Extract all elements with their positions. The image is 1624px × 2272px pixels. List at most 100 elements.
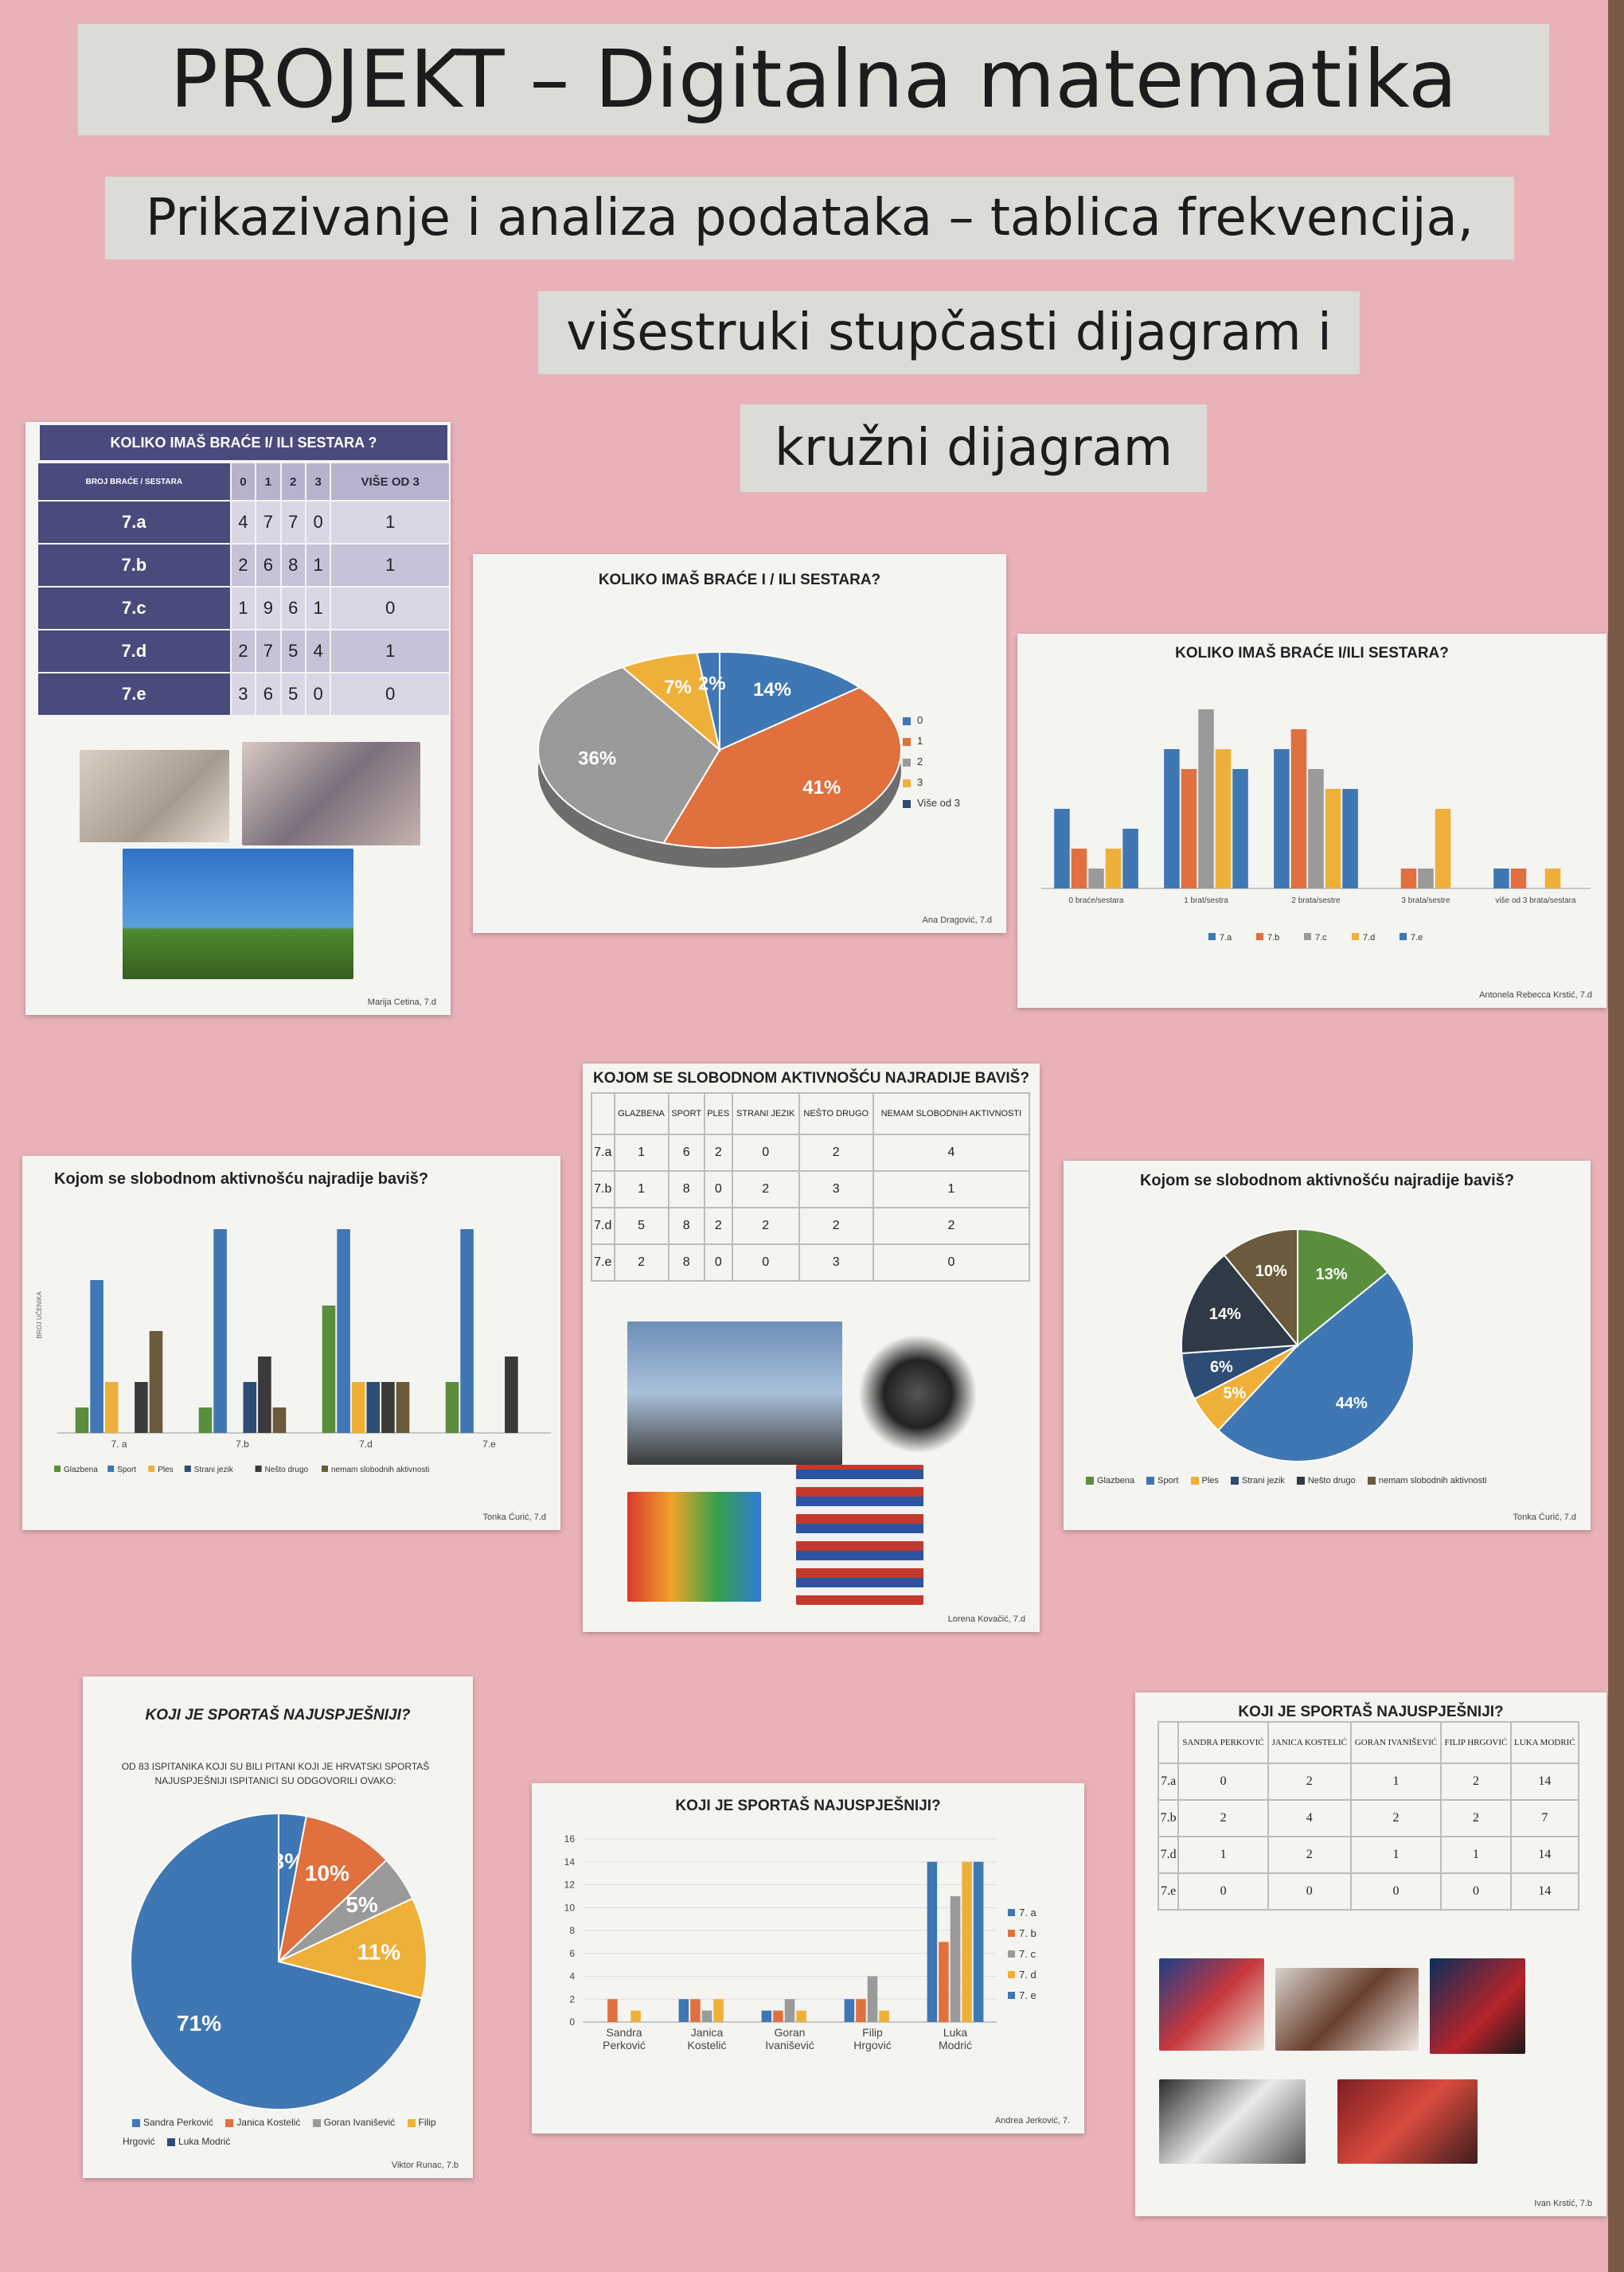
- bar: [1435, 809, 1451, 888]
- category-label: Ivanišević: [765, 2039, 814, 2051]
- table-cell: 2: [872, 1207, 1031, 1245]
- legend-swatch: [1008, 1930, 1015, 1937]
- bar: [796, 2010, 806, 2022]
- bar: [879, 2010, 889, 2022]
- table-cell: 0: [1349, 1872, 1442, 1911]
- table-row: 7.d 5 8 2 2 2 2: [591, 1207, 1031, 1245]
- category-label: 1 brat/sestra: [1184, 896, 1228, 905]
- category-label: Perković: [603, 2039, 646, 2051]
- table-cell: 1: [1349, 1836, 1442, 1874]
- legend-item: Glazbena: [1076, 1476, 1134, 1485]
- music-instruments-photo: [858, 1334, 978, 1454]
- legend-item: Goran Ivanišević: [303, 2117, 395, 2128]
- table-cell: 0: [330, 672, 451, 716]
- table-cell: 4: [304, 629, 332, 673]
- table-row: 7.b 2 6 8 1 1: [37, 543, 451, 588]
- tick-label: 4: [569, 1971, 575, 1982]
- table-cell: 0: [330, 586, 451, 630]
- legend-label: 7. e: [1019, 1989, 1036, 2001]
- card-author: Ivan Krstić, 7.b: [1534, 2199, 1592, 2208]
- table-cell: 2: [229, 543, 257, 588]
- tick-label: 8: [569, 1925, 575, 1936]
- table-cell: 2: [703, 1134, 733, 1172]
- legend-item: Više od 3: [903, 793, 960, 814]
- legend-label: 7.d: [1363, 933, 1375, 943]
- table-cell: 0: [304, 500, 332, 545]
- tick-label: 12: [564, 1880, 576, 1891]
- tick-label: 6: [569, 1948, 575, 1959]
- bar: [701, 2010, 712, 2022]
- bar: [867, 1976, 878, 2022]
- card-author: Viktor Runac, 7.b: [391, 2161, 459, 2170]
- bar: [1122, 829, 1138, 888]
- table-cell: 7: [1509, 1799, 1580, 1837]
- column-header: PLES: [703, 1092, 733, 1135]
- bar: [1418, 869, 1434, 888]
- activity-table-card: KOJOM SE SLOBODNOM AKTIVNOŠĆU NAJRADIJE …: [583, 1064, 1040, 1632]
- table-cell: 1: [229, 586, 257, 630]
- legend-label: 7. b: [1019, 1927, 1036, 1939]
- table-row: 7.e 0 0 0 0 14: [1157, 1872, 1580, 1911]
- sport-table: SANDRA PERKOVIĆ JANICA KOSTELIĆ GORAN IV…: [1157, 1721, 1580, 1911]
- table-cell: 1: [330, 500, 451, 545]
- column-header: 3: [304, 462, 332, 502]
- table-row: 7.e 3 6 5 0 0: [37, 672, 451, 716]
- bar: [213, 1229, 227, 1433]
- sport-pie-card: KOJI JE SPORTAŠ NAJUSPJEŠNIJI? OD 83 ISP…: [83, 1677, 473, 2178]
- athlete-photo-4: [1159, 2079, 1306, 2164]
- category-label: 7. a: [111, 1439, 127, 1450]
- bar: [713, 1999, 724, 2022]
- table-cell: 14: [1509, 1836, 1580, 1874]
- bar: [1088, 869, 1104, 888]
- slice-label: 2%: [698, 673, 726, 694]
- category-label: Filip: [862, 2026, 883, 2039]
- slice-label: 5%: [1223, 1385, 1246, 1403]
- activity-table: GLAZBENA SPORT PLES STRANI JEZIK NEŠTO D…: [591, 1092, 1031, 1282]
- column-header: SPORT: [667, 1092, 705, 1135]
- sport-table-card: KOJI JE SPORTAŠ NAJUSPJEŠNIJI? SANDRA PE…: [1135, 1692, 1606, 2216]
- siblings-pie-card: KOLIKO IMAŠ BRAĆE I / ILI SESTARA? 14% 41…: [473, 554, 1006, 933]
- table-row: 7.b 2 4 2 2 7: [1157, 1799, 1580, 1837]
- bar: [366, 1382, 381, 1433]
- row-header: 7.c: [37, 586, 232, 630]
- athlete-photo-2: [1275, 1968, 1419, 2051]
- slice-label: 10%: [1255, 1263, 1287, 1280]
- card-author: Andrea Jerković, 7.: [994, 2116, 1070, 2126]
- table-cell: 0: [304, 672, 332, 716]
- column-header: LUKA MODRIĆ: [1509, 1721, 1580, 1764]
- table-cell: 6: [667, 1134, 705, 1172]
- card-author: Ana Dragović, 7.d: [922, 915, 992, 925]
- legend-label: 7.b: [1267, 933, 1279, 943]
- table-cell: 8: [279, 543, 306, 588]
- table-cell: 7: [255, 629, 282, 673]
- bar: [1325, 789, 1341, 888]
- legend-swatch: [107, 1466, 115, 1472]
- table-cell: 2: [731, 1207, 800, 1245]
- pie-slice: [537, 666, 721, 845]
- column-header: SANDRA PERKOVIĆ: [1177, 1721, 1269, 1764]
- table-title: KOJI JE SPORTAŠ NAJUSPJEŠNIJI?: [1238, 1704, 1504, 1720]
- column-header: STRANI JEZIK: [731, 1092, 800, 1135]
- table-cell: 5: [279, 672, 306, 716]
- bar: [856, 1999, 866, 2022]
- table-cell: 0: [731, 1243, 800, 1282]
- bar: [351, 1382, 365, 1433]
- legend-label: 7. d: [1019, 1969, 1036, 1981]
- category-label: 2 brata/sestre: [1291, 896, 1341, 905]
- bar: [75, 1407, 89, 1433]
- activity-bar-card: Kojom se slobodnom aktivnošću najradije …: [22, 1156, 560, 1530]
- sport-pie-chart: 3% 10%5%11%71%: [130, 1812, 427, 2110]
- legend-label: Nešto drugo: [265, 1466, 309, 1474]
- table-row: 7.d 1 2 1 1 14: [1157, 1836, 1580, 1874]
- legend-item: Filip Hrgović: [123, 2117, 436, 2147]
- chart-title: KOLIKO IMAŠ BRAĆE I / ILI SESTARA?: [598, 572, 881, 588]
- table-row: 7.a 4 7 7 0 1: [37, 500, 451, 545]
- athlete-photo-1: [1159, 1958, 1264, 2051]
- legend-swatch: [54, 1466, 61, 1472]
- table-cell: 2: [1267, 1836, 1352, 1874]
- poster-subtitle-3: kružni dijagram: [740, 404, 1207, 492]
- column-header: VIŠE OD 3: [330, 462, 451, 502]
- legend-item: Nešto drugo: [1287, 1476, 1356, 1485]
